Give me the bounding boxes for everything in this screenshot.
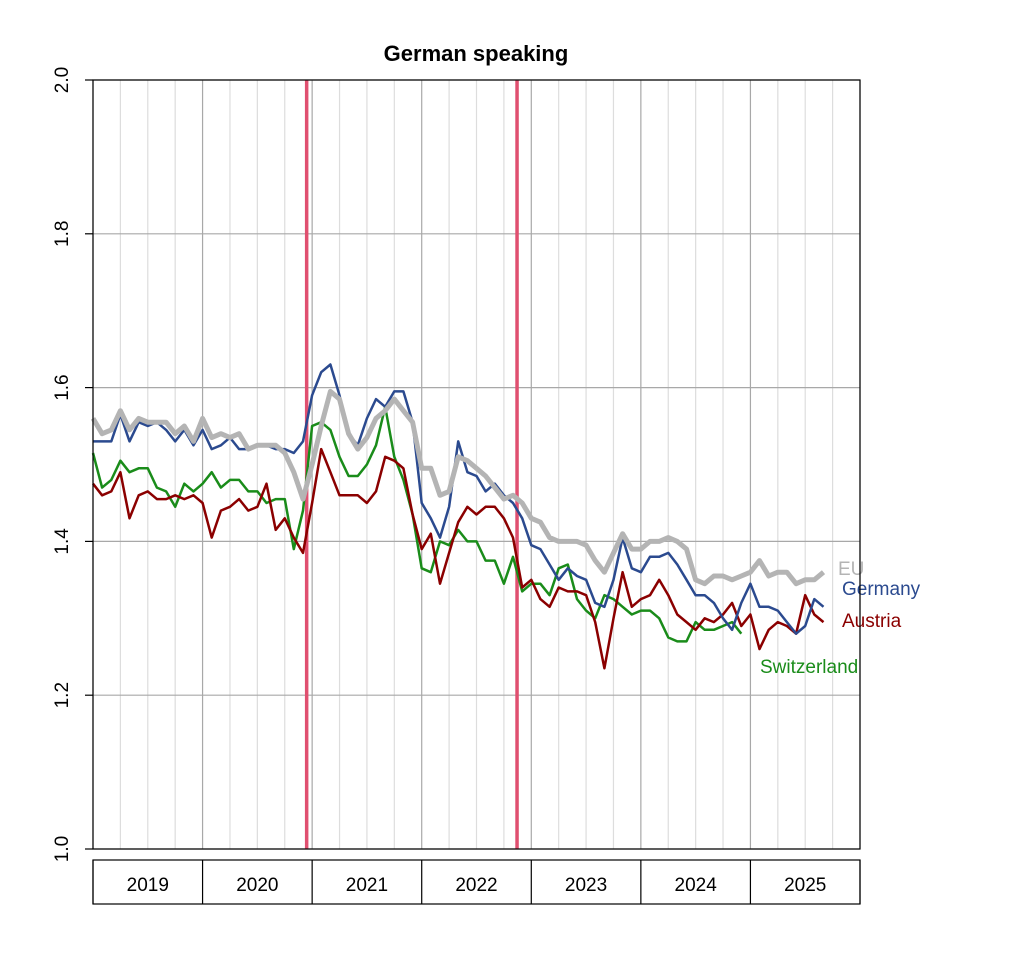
x-tick-label: 2021 <box>346 875 388 896</box>
series-label: Austria <box>842 611 902 632</box>
series-line <box>92 447 825 670</box>
y-tick-label: 2.0 <box>52 67 73 93</box>
series-label: EU <box>838 559 864 580</box>
x-tick-label: 2023 <box>565 875 607 896</box>
chart-title: German speaking <box>384 41 569 66</box>
y-tick-label: 1.8 <box>52 221 73 247</box>
plot-frame <box>92 79 861 850</box>
y-tick-label: 1.0 <box>52 836 73 862</box>
x-tick-label: 2019 <box>127 875 169 896</box>
y-tick-label: 1.6 <box>52 374 73 400</box>
series-label: Germany <box>842 579 921 600</box>
x-tick-label: 2020 <box>236 875 278 896</box>
series-label: Switzerland <box>760 657 858 678</box>
series-line <box>90 388 826 587</box>
x-tick-label: 2025 <box>784 875 826 896</box>
y-tick-label: 1.2 <box>52 682 73 708</box>
series-line <box>91 405 743 643</box>
x-tick-label: 2024 <box>675 875 718 896</box>
series-line <box>93 363 825 635</box>
y-tick-label: 1.4 <box>52 528 73 555</box>
x-tick-label: 2022 <box>455 875 497 896</box>
